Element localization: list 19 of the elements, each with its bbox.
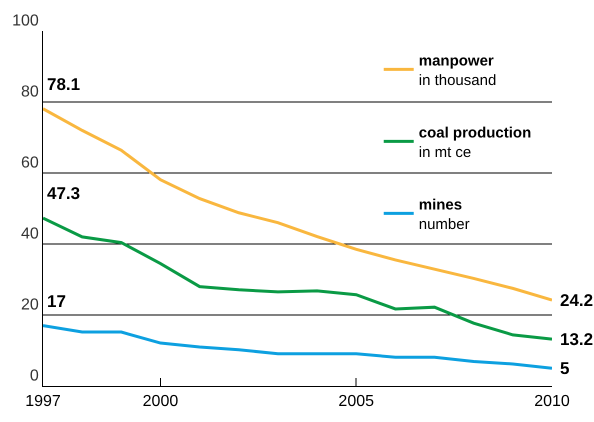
y-tick-label: 80 <box>21 83 39 100</box>
y-tick-label: 100 <box>12 12 39 30</box>
y-tick-label: 40 <box>21 225 39 242</box>
legend-label: coal production in mt ce <box>418 124 532 162</box>
x-tick-label: 1997 <box>25 393 61 410</box>
x-tick-label: 2010 <box>534 393 570 410</box>
data-label: 78.1 <box>47 75 80 94</box>
x-tick-label: 2000 <box>142 393 178 410</box>
data-label: 5 <box>560 359 570 378</box>
data-label: 24.2 <box>560 291 594 310</box>
y-tick-label: 0 <box>30 367 39 384</box>
y-tick-label: 60 <box>21 154 39 172</box>
x-tick-label: 2005 <box>338 393 374 410</box>
data-label: 47.3 <box>47 184 80 203</box>
y-tick-label: 20 <box>21 296 39 314</box>
data-label: 13.2 <box>560 330 594 349</box>
legend-label: mines number <box>418 196 470 234</box>
legend-label: manpower in thousand <box>418 52 496 90</box>
data-label: 17 <box>47 292 66 311</box>
